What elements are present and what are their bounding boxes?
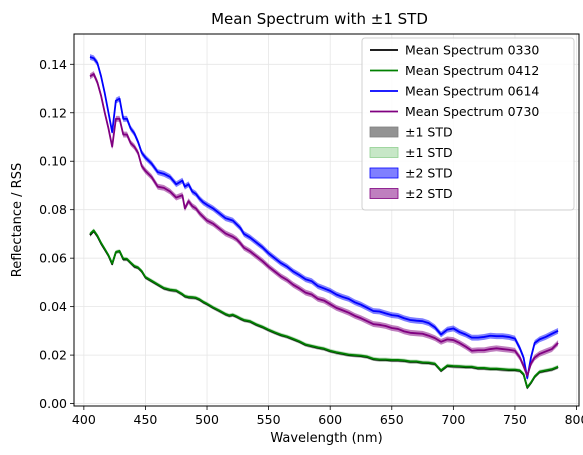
series-lines bbox=[89, 56, 559, 389]
x-tick-label: 600 bbox=[318, 412, 342, 427]
y-tick-label: 0.02 bbox=[39, 348, 67, 363]
x-tick-label: 800 bbox=[565, 412, 583, 427]
x-tick-label: 650 bbox=[380, 412, 404, 427]
series-line-2 bbox=[89, 229, 559, 389]
legend-entry: Mean Spectrum 0330 bbox=[405, 43, 539, 58]
legend-box bbox=[361, 37, 575, 211]
std-bands bbox=[90, 54, 559, 390]
y-tick-label: 0.04 bbox=[39, 299, 67, 314]
y-tick-label: 0.12 bbox=[39, 105, 67, 120]
legend-band-swatch bbox=[369, 126, 399, 138]
x-tick-label: 750 bbox=[503, 412, 527, 427]
chart-title: Mean Spectrum with ±1 STD bbox=[211, 10, 428, 28]
y-tick-label: 0.00 bbox=[39, 396, 67, 411]
y-tick-label: 0.14 bbox=[39, 57, 67, 72]
legend-entry: Mean Spectrum 0730 bbox=[405, 104, 539, 119]
y-tick-label: 0.10 bbox=[39, 154, 67, 169]
x-tick-label: 450 bbox=[134, 412, 158, 427]
legend-entry: ±1 STD bbox=[405, 125, 453, 140]
series-line-4 bbox=[89, 73, 559, 377]
legend-entry: ±1 STD bbox=[405, 145, 453, 160]
y-axis-label: Reflectance / RSS bbox=[10, 163, 25, 277]
plot-frame bbox=[73, 33, 580, 407]
legend-band-swatch bbox=[369, 167, 399, 179]
x-tick-label: 550 bbox=[257, 412, 281, 427]
legend-band-swatch bbox=[369, 147, 399, 158]
legend-entry: Mean Spectrum 0614 bbox=[405, 84, 539, 99]
x-axis-label: Wavelength (nm) bbox=[270, 431, 382, 446]
x-tick-label: 500 bbox=[195, 412, 219, 427]
x-tick-label: 700 bbox=[441, 412, 465, 427]
legend-band-swatch bbox=[369, 188, 399, 199]
legend-entry: Mean Spectrum 0412 bbox=[405, 63, 539, 78]
series-line-3 bbox=[89, 56, 559, 380]
y-tick-label: 0.08 bbox=[39, 202, 67, 217]
axis-ticks: 400 450 500 550 600 650 700 750 800 0.00 0.02 0.04 0… bbox=[39, 57, 583, 427]
y-tick-label: 0.06 bbox=[39, 251, 67, 266]
legend: Mean Spectrum 0330 Mean Spectrum 0412 Mean… bbox=[361, 37, 575, 211]
legend-entry: ±2 STD bbox=[405, 186, 453, 201]
legend-entry: ±2 STD bbox=[405, 166, 453, 181]
std-band-4 bbox=[90, 71, 559, 379]
x-tick-label: 400 bbox=[72, 412, 96, 427]
